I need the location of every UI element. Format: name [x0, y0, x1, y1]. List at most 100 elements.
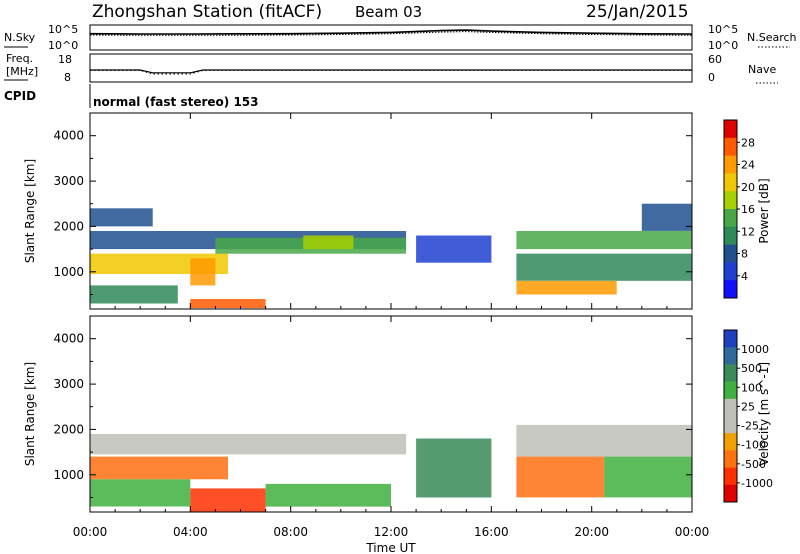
- colorbar-segment: [724, 226, 737, 245]
- colorbar-segment: [724, 347, 737, 365]
- x-axis: 00:00 04:00 08:00 12:00 16:00 20:00 00:00: [73, 113, 710, 539]
- colorbar-tick-label: -1000: [741, 477, 773, 490]
- heatmap-cell: [516, 280, 617, 295]
- heatmap-cell: [303, 235, 354, 250]
- y-tick-label: 2000: [53, 219, 84, 233]
- colorbar-tick-label: -500: [741, 458, 766, 471]
- noise-search-series: [89, 31, 693, 36]
- noise-right-tick-top: 10^5: [708, 23, 738, 36]
- colorbar-tick-label: -100: [741, 439, 766, 452]
- noise-left-tick-bottom: 10^0: [48, 39, 78, 52]
- velocity-ylabel: Slant Range [km]: [23, 362, 37, 466]
- station-title: Zhongshan Station (fitACF): [92, 2, 322, 22]
- colorbar-tick-label: 1000: [741, 343, 769, 356]
- heatmap-cell: [265, 483, 391, 507]
- heatmap-cell: [516, 253, 692, 281]
- colorbar-tick-label: 28: [741, 136, 755, 149]
- velocity-y-axis: 4000 3000 2000 1000: [53, 332, 692, 498]
- x-tick-label: 12:00: [374, 525, 409, 539]
- velocity-colorbar: 1000 500 100 25 -25 -100 -500 -1000: [723, 329, 773, 503]
- colorbar-segment: [724, 381, 737, 400]
- colorbar-segment: [724, 173, 737, 192]
- freq-tick-bottom: 8: [64, 71, 71, 84]
- velocity-heatmap: [90, 424, 692, 512]
- heatmap-cell: [90, 479, 191, 507]
- colorbar-segment: [724, 398, 737, 417]
- heatmap-cell: [604, 456, 692, 498]
- colorbar-segment: [724, 244, 737, 263]
- y-tick-label: 2000: [53, 422, 84, 436]
- heatmap-cell: [516, 424, 692, 457]
- freq-panel-frame: [89, 53, 693, 83]
- freq-tick-top: 18: [58, 53, 72, 66]
- colorbar-tick-label: 12: [741, 225, 755, 238]
- heatmap-cell: [190, 299, 266, 309]
- heatmap-cell: [190, 488, 266, 512]
- noise-right-label: N.Search: [747, 31, 797, 44]
- colorbar-tick-label: 24: [741, 159, 755, 172]
- freq-series: [90, 69, 692, 75]
- colorbar-segment: [724, 433, 737, 451]
- heatmap-cell: [90, 285, 178, 304]
- colorbar-segment: [724, 330, 737, 348]
- heatmap-cell: [90, 456, 228, 480]
- x-tick-label: 20:00: [574, 525, 609, 539]
- colorbar-segment: [724, 416, 737, 434]
- colorbar-segment: [724, 450, 737, 468]
- nave-tick-bottom: 0: [708, 71, 715, 84]
- heatmap-cell: [90, 434, 407, 455]
- colorbar-segment: [724, 280, 737, 299]
- colorbar-tick-label: 4: [741, 270, 748, 283]
- power-colorbar-label: Power [dB]: [757, 178, 771, 243]
- power-y-axis: 4000 3000 2000 1000: [53, 129, 692, 295]
- power-colorbar: 28 24 20 16 12 8 4: [723, 119, 755, 299]
- x-tick-label: 00:00: [675, 525, 710, 539]
- y-tick-label: 4000: [53, 332, 84, 346]
- colorbar-tick-label: 8: [741, 248, 748, 261]
- colorbar-segment: [724, 364, 737, 382]
- y-tick-label: 1000: [53, 468, 84, 482]
- colorbar-segment: [724, 467, 737, 486]
- power-heatmap: [90, 203, 692, 309]
- colorbar-segment: [724, 120, 737, 139]
- beam-label: Beam 03: [355, 3, 422, 21]
- freq-label-line2: [MHz]: [6, 65, 38, 78]
- colorbar-frame: [723, 329, 738, 503]
- cpid-mode-text: normal (fast stereo) 153: [93, 95, 259, 109]
- y-tick-label: 3000: [53, 377, 84, 391]
- heatmap-cell: [90, 208, 153, 227]
- x-tick-label: 04:00: [173, 525, 208, 539]
- noise-panel-frame: [89, 24, 693, 51]
- heatmap-cell: [641, 203, 692, 231]
- heatmap-cell: [416, 235, 492, 263]
- colorbar-tick-label: 100: [741, 381, 762, 394]
- freq-label-line1: Freq.: [6, 52, 33, 65]
- x-tick-label: 00:00: [73, 525, 108, 539]
- colorbar-tick-label: 500: [741, 362, 762, 375]
- colorbar-tick-label: 16: [741, 203, 755, 216]
- x-axis-label: Time UT: [365, 541, 416, 554]
- power-ylabel: Slant Range [km]: [23, 159, 37, 263]
- noise-sky-series: [89, 29, 693, 35]
- cpid-label: CPID: [4, 89, 36, 103]
- colorbar-segment: [724, 155, 737, 174]
- heatmap-cell: [416, 438, 492, 498]
- colorbar-tick-label: 25: [741, 400, 755, 413]
- y-tick-label: 1000: [53, 265, 84, 279]
- noise-right-tick-bottom: 10^0: [708, 39, 738, 52]
- nave-tick-top: 60: [708, 53, 722, 66]
- heatmap-cell: [516, 456, 605, 498]
- velocity-colorbar-label: Velocity [m s^-1]: [757, 362, 771, 466]
- nave-label: Nave: [748, 63, 776, 76]
- colorbar-tick-label: -25: [741, 420, 759, 433]
- x-tick-label: 08:00: [273, 525, 308, 539]
- heatmap-cell: [190, 258, 216, 286]
- heatmap-cell: [516, 231, 692, 250]
- colorbar-segment: [724, 191, 737, 210]
- colorbar-segment: [724, 209, 737, 228]
- nave-series: [90, 69, 692, 74]
- colorbar-segment: [724, 484, 737, 503]
- y-tick-label: 3000: [53, 174, 84, 188]
- date-label: 25/Jan/2015: [586, 2, 689, 22]
